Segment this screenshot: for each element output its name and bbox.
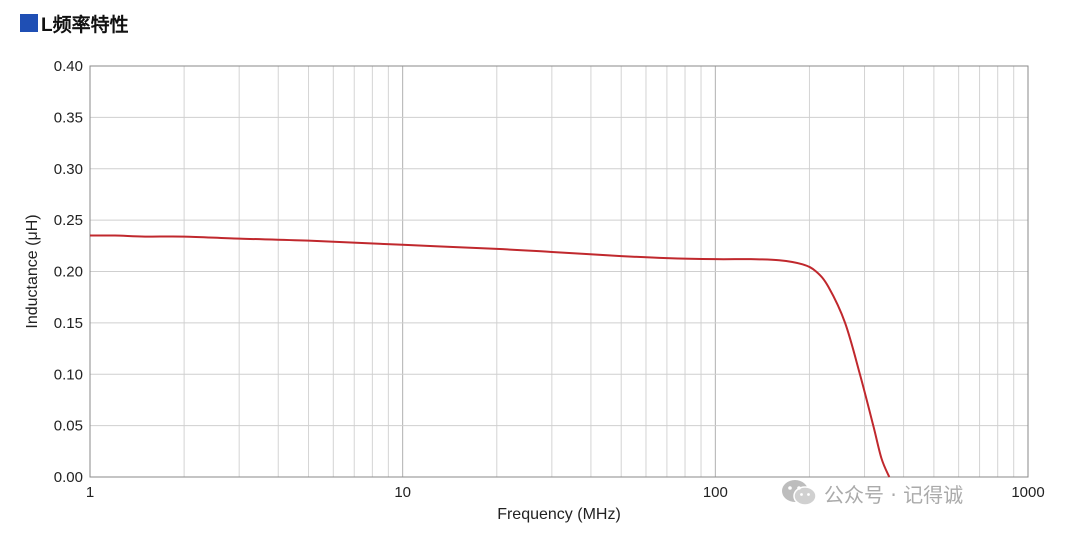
y-tick-label: 0.10 bbox=[54, 366, 83, 383]
x-tick-label: 100 bbox=[703, 484, 728, 501]
chart-title: L频率特性 bbox=[41, 14, 129, 36]
y-axis-ticks: 0.00 0.05 0.10 0.15 0.20 0.25 0.30 0.35 0.40 bbox=[54, 58, 83, 486]
x-tick-label: 1000 bbox=[1011, 484, 1044, 501]
series-line bbox=[89, 234, 891, 478]
wechat-icon bbox=[782, 480, 817, 506]
y-tick-label: 0.05 bbox=[54, 418, 83, 435]
y-tick-label: 0.00 bbox=[54, 469, 83, 486]
x-tick-label: 10 bbox=[394, 484, 411, 501]
y-tick-label: 0.25 bbox=[54, 212, 83, 229]
y-tick-label: 0.15 bbox=[54, 315, 83, 332]
series-layer bbox=[89, 234, 891, 478]
y-tick-label: 0.35 bbox=[54, 109, 83, 126]
y-tick-label: 0.20 bbox=[54, 264, 83, 281]
y-axis-label: Inductance (μH) bbox=[24, 214, 41, 328]
x-tick-label: 1 bbox=[86, 484, 94, 501]
watermark-text: 公众号 · 记得诚 bbox=[824, 482, 964, 507]
x-axis-label: Frequency (MHz) bbox=[497, 506, 621, 523]
y-tick-label: 0.40 bbox=[54, 58, 83, 75]
chart-title-wrap: L频率特性 bbox=[20, 10, 129, 36]
plot-frame bbox=[89, 65, 1029, 478]
y-tick-label: 0.30 bbox=[54, 161, 83, 178]
watermark: 公众号 · 记得诚 bbox=[780, 478, 963, 508]
x-axis-ticks: 1 10 100 1000 bbox=[86, 484, 1045, 501]
title-square-icon bbox=[20, 14, 38, 32]
grid bbox=[90, 66, 1028, 477]
